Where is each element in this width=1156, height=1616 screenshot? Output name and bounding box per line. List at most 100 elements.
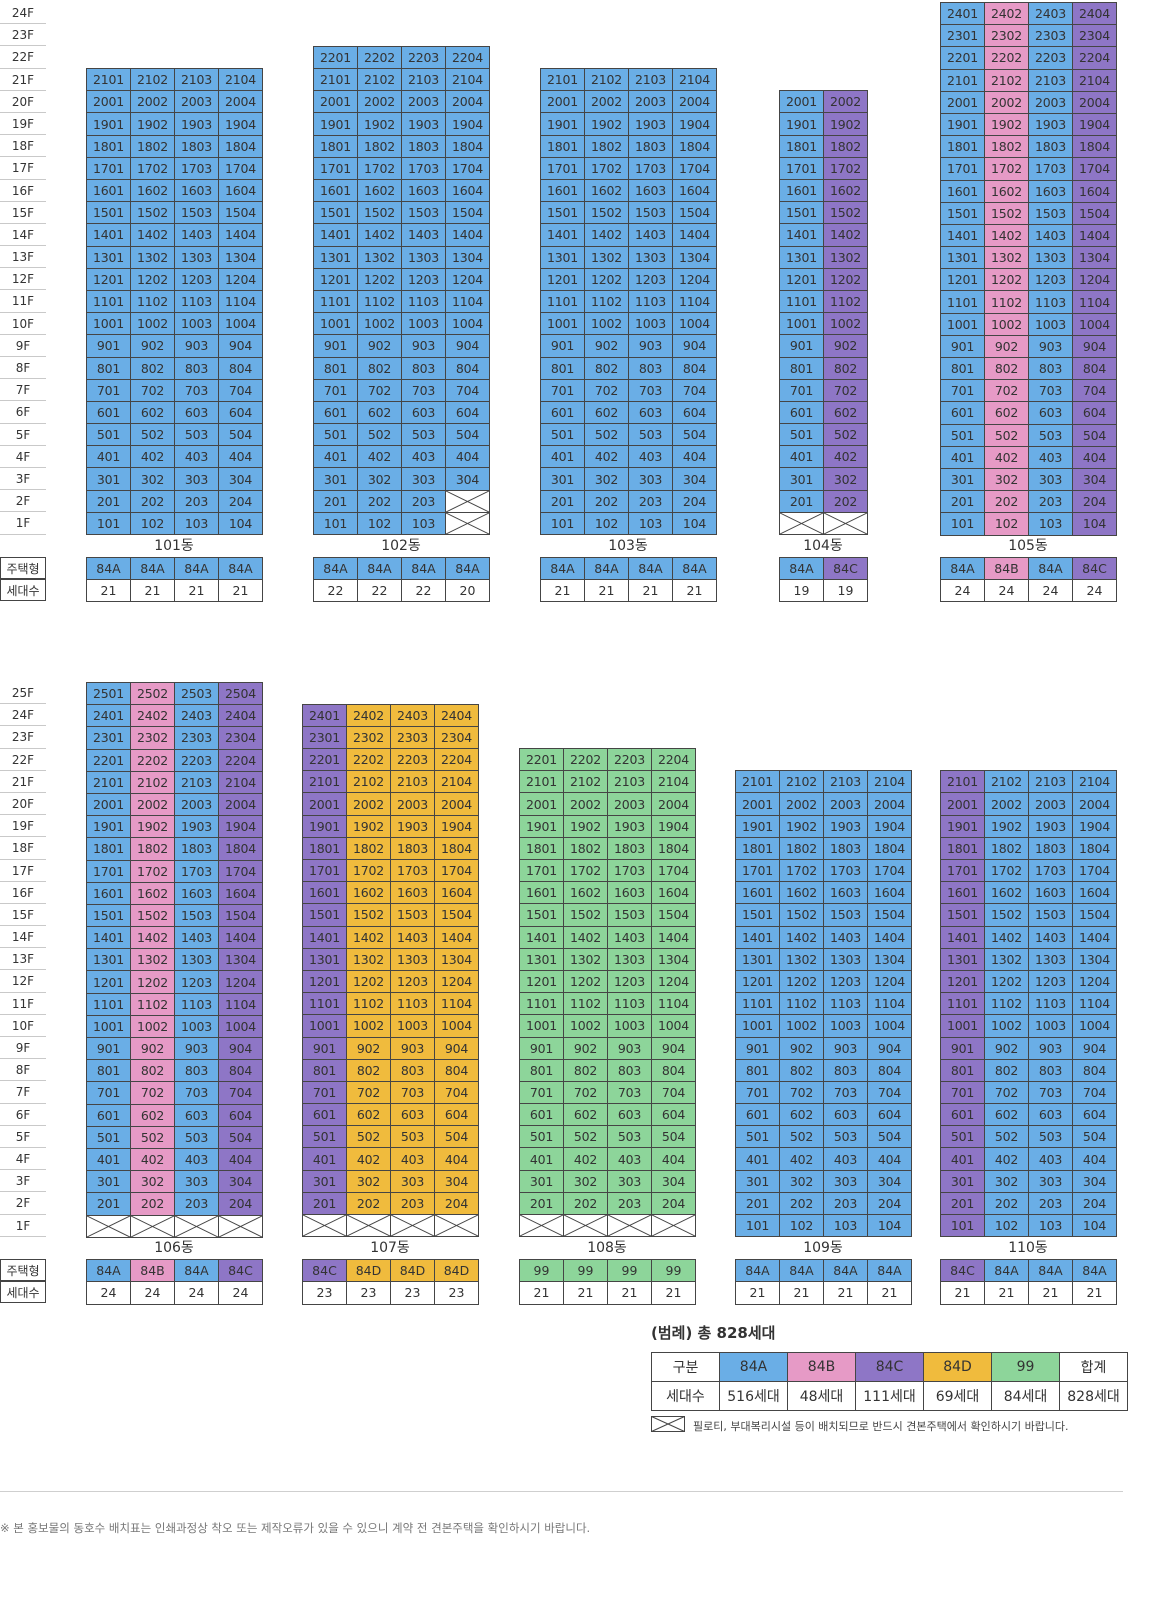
unit-cell: 1903	[607, 814, 652, 838]
unit-cell: 1001	[302, 1014, 347, 1038]
floor-label: 14F	[0, 926, 46, 949]
unit-count: 21	[218, 579, 263, 603]
unit-cell: 1401	[540, 223, 585, 247]
unit-grid: 2401 2402 2403 2404 2301 2302 2303 2304 2201 2202…	[940, 1, 1117, 536]
unit-count: 23	[390, 1281, 435, 1305]
unit-cell: 603	[607, 1103, 652, 1127]
unit-cell: 902	[984, 334, 1029, 359]
unit-cell: 1201	[940, 969, 985, 994]
unit-cell: 1703	[823, 858, 868, 883]
unit-cell: 1503	[823, 903, 868, 927]
unit-cell: 1204	[445, 267, 490, 291]
unit-cell: 901	[86, 1036, 131, 1061]
unit-cell: 202	[984, 490, 1029, 514]
unit-cell: 401	[940, 445, 985, 469]
unit-grid: 2201 2202 2203 2204 2101 2102 2103 2104 2001 2002…	[519, 682, 696, 1238]
unit-cell: 1501	[313, 201, 358, 225]
unit-cell: 2002	[779, 792, 824, 816]
unit-cell: 1904	[867, 814, 912, 838]
unit-cell: 404	[1072, 445, 1117, 469]
unit-cell: 402	[357, 445, 402, 469]
unit-cell: 1601	[540, 178, 585, 203]
unit-cell: 202	[779, 1191, 824, 1216]
unit-cell: 2302	[130, 726, 175, 750]
unit-cell: 1803	[823, 836, 868, 861]
floor-label: 10F	[0, 1015, 46, 1037]
unit-cell: 2102	[984, 770, 1029, 794]
floor-label: 6F	[0, 401, 46, 424]
unit-cell: 1504	[867, 903, 912, 927]
unit-cell: 1601	[940, 179, 985, 203]
unit-cell: 403	[401, 445, 446, 469]
unit-cell: 1902	[357, 112, 402, 136]
unit-cell: 2103	[1028, 770, 1073, 794]
piloti-cell	[519, 1213, 564, 1238]
unit-cell: 1601	[519, 881, 564, 905]
unit-cell: 803	[174, 356, 219, 380]
unit-cell: 304	[1072, 467, 1117, 492]
floor-label: 7F	[0, 379, 46, 402]
unit-cell: 604	[434, 1103, 479, 1127]
unit-cell: 1102	[357, 289, 402, 314]
unit-cell: 203	[174, 489, 219, 513]
unit-cell: 1003	[174, 312, 219, 336]
unit-cell: 2002	[984, 90, 1029, 114]
unit-cell: 601	[940, 401, 985, 425]
unit-count: 21	[984, 1281, 1029, 1305]
unit-cell: 1604	[218, 881, 263, 905]
unit-cell: 803	[1028, 356, 1073, 381]
unit-cell: 102	[584, 511, 629, 536]
unit-cell: 1301	[519, 947, 564, 971]
unit-cell: 1402	[357, 223, 402, 247]
unit-cell: 701	[302, 1080, 347, 1105]
unit-cell: 1204	[672, 267, 717, 291]
unit-cell: 1604	[218, 178, 263, 203]
unit-cell: 604	[218, 400, 263, 425]
unit-cell: 1001	[940, 312, 985, 336]
unit-cell: 201	[940, 1191, 985, 1216]
unit-cell: 802	[779, 1058, 824, 1082]
unit-cell: 2102	[984, 68, 1029, 92]
unit-cell: 2201	[313, 45, 358, 70]
unit-type: 84D	[434, 1259, 479, 1283]
unit-cell: 602	[984, 401, 1029, 425]
unit-cell: 2303	[390, 725, 435, 750]
unit-cell: 2203	[401, 45, 446, 70]
unit-cell: 403	[174, 1147, 219, 1172]
unit-cell: 1003	[174, 1014, 219, 1039]
unit-cell: 1802	[584, 134, 629, 158]
unit-cell: 703	[1028, 1080, 1073, 1105]
unit-cell: 702	[563, 1080, 608, 1105]
floor-label: 9F	[0, 1037, 46, 1060]
unit-cell: 404	[445, 445, 490, 469]
building-stats: 84A 84B 84A 84C 24 24 24 24	[86, 1259, 263, 1305]
unit-cell: 1202	[584, 267, 629, 291]
unit-type: 99	[563, 1259, 608, 1283]
unit-cell: 503	[1028, 423, 1073, 447]
unit-cell: 301	[940, 1169, 985, 1193]
unit-cell: 1603	[390, 881, 435, 905]
unit-count: 23	[346, 1281, 391, 1305]
unit-cell: 802	[984, 1058, 1029, 1082]
unit-cell: 2103	[628, 68, 673, 92]
unit-cell: 1701	[940, 858, 985, 883]
unit-cell: 2104	[218, 770, 263, 794]
building-110: 2101 2102 2103 2104 2001 2002 2003 2004 1901 1902…	[940, 682, 1117, 1238]
unit-cell: 1101	[735, 992, 780, 1016]
unit-cell: 1703	[401, 156, 446, 181]
unit-cell: 501	[86, 1125, 131, 1149]
unit-cell: 703	[401, 378, 446, 402]
unit-cell: 1304	[1072, 947, 1117, 971]
unit-cell: 402	[984, 445, 1029, 469]
legend-value: 48세대	[787, 1381, 856, 1411]
unit-cell: 101	[940, 512, 985, 536]
unit-type: 84B	[984, 556, 1029, 581]
unit-count: 21	[130, 579, 175, 603]
unit-cell: 1703	[174, 156, 219, 181]
unit-cell: 1703	[174, 859, 219, 883]
unit-cell: 403	[1028, 445, 1073, 469]
unit-cell: 1204	[1072, 268, 1117, 292]
unit-cell: 2104	[672, 68, 717, 92]
unit-cell: 1103	[628, 289, 673, 314]
unit-cell: 404	[867, 1147, 912, 1171]
